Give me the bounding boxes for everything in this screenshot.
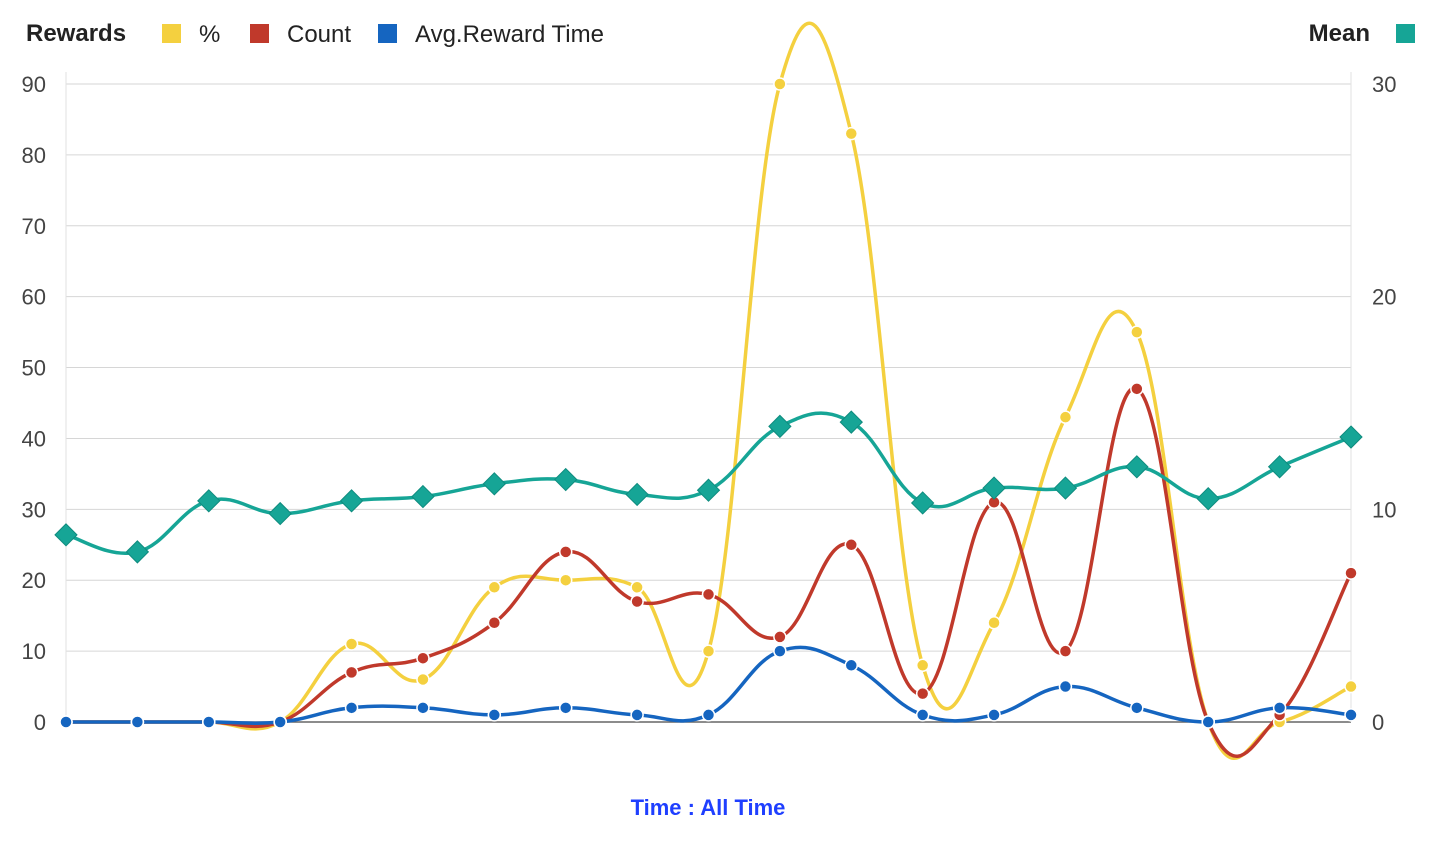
- data-point-avg-reward-time[interactable]: [915, 708, 930, 722]
- legend: Rewards % Count Avg.Reward Time Mean: [26, 20, 1415, 48]
- data-point-mean[interactable]: [268, 501, 292, 526]
- data-point-mean[interactable]: [1053, 476, 1078, 500]
- data-point-mean[interactable]: [554, 467, 578, 492]
- data-point-avg-reward-time[interactable]: [701, 708, 716, 722]
- data-point-count[interactable]: [558, 545, 573, 559]
- data-point-avg-reward-time[interactable]: [1344, 708, 1358, 722]
- data-point-percent[interactable]: [416, 672, 430, 687]
- legend-label-count[interactable]: Count: [287, 21, 351, 48]
- data-point-avg-reward-time[interactable]: [487, 708, 502, 722]
- data-point-percent[interactable]: [1058, 410, 1073, 424]
- legend-swatch-avg-reward-time[interactable]: [378, 24, 397, 43]
- data-point-mean[interactable]: [1125, 455, 1149, 479]
- data-point-mean[interactable]: [696, 478, 721, 502]
- data-point-mean[interactable]: [982, 476, 1006, 500]
- data-point-percent[interactable]: [1344, 679, 1358, 694]
- data-point-avg-reward-time[interactable]: [630, 708, 644, 722]
- legend-label-avg-reward-time[interactable]: Avg.Reward Time: [415, 21, 604, 48]
- left-tick-label: 70: [22, 214, 46, 239]
- data-point-count[interactable]: [344, 665, 359, 680]
- data-point-count[interactable]: [1344, 566, 1358, 580]
- left-tick-label: 90: [22, 72, 46, 97]
- right-tick-label: 30: [1372, 72, 1396, 97]
- data-point-avg-reward-time[interactable]: [273, 715, 287, 729]
- data-point-avg-reward-time[interactable]: [130, 715, 145, 729]
- data-point-count[interactable]: [701, 587, 716, 602]
- data-point-mean[interactable]: [197, 489, 221, 513]
- left-tick-label: 40: [22, 426, 46, 451]
- data-point-percent[interactable]: [1130, 325, 1144, 339]
- left-tick-label: 50: [22, 356, 46, 381]
- right-y-axis: 0 10 20 30: [1372, 72, 1396, 735]
- data-point-mean[interactable]: [54, 523, 78, 547]
- data-point-mean[interactable]: [1267, 455, 1292, 479]
- data-point-count[interactable]: [915, 686, 930, 701]
- series-markers: [54, 77, 1363, 729]
- data-point-mean[interactable]: [910, 491, 935, 515]
- data-point-avg-reward-time[interactable]: [844, 658, 859, 673]
- data-point-count[interactable]: [487, 616, 502, 630]
- data-point-avg-reward-time[interactable]: [1058, 679, 1073, 694]
- data-point-count[interactable]: [630, 594, 644, 609]
- data-point-avg-reward-time[interactable]: [1272, 701, 1287, 715]
- legend-title-rewards: Rewards: [26, 20, 126, 47]
- data-point-mean[interactable]: [768, 414, 792, 439]
- data-point-percent[interactable]: [773, 77, 787, 91]
- right-tick-label: 0: [1372, 710, 1384, 735]
- data-point-avg-reward-time[interactable]: [1130, 701, 1144, 715]
- data-point-mean[interactable]: [482, 472, 507, 496]
- data-point-avg-reward-time[interactable]: [416, 701, 430, 715]
- data-point-avg-reward-time[interactable]: [1201, 715, 1215, 729]
- data-point-mean[interactable]: [339, 489, 364, 513]
- legend-swatch-mean[interactable]: [1396, 24, 1415, 43]
- right-tick-label: 20: [1372, 285, 1396, 310]
- data-point-percent[interactable]: [558, 573, 573, 587]
- right-tick-label: 10: [1372, 497, 1396, 522]
- data-point-avg-reward-time[interactable]: [987, 708, 1001, 722]
- legend-label-percent[interactable]: %: [199, 21, 220, 48]
- data-point-avg-reward-time[interactable]: [344, 701, 359, 715]
- data-point-count[interactable]: [773, 630, 787, 644]
- data-point-percent[interactable]: [844, 126, 859, 141]
- data-point-mean[interactable]: [1339, 425, 1363, 449]
- data-point-count[interactable]: [416, 651, 430, 665]
- data-point-mean[interactable]: [125, 540, 150, 564]
- legend-swatch-percent[interactable]: [162, 24, 181, 43]
- data-point-percent[interactable]: [701, 644, 716, 658]
- data-point-count[interactable]: [1130, 382, 1144, 396]
- left-tick-label: 20: [22, 568, 46, 593]
- data-point-mean[interactable]: [1196, 486, 1220, 511]
- left-tick-label: 30: [22, 497, 46, 522]
- left-tick-label: 0: [34, 710, 46, 735]
- data-point-mean[interactable]: [839, 410, 863, 434]
- data-point-count[interactable]: [1058, 644, 1073, 658]
- data-point-percent[interactable]: [630, 580, 644, 595]
- legend-swatch-count[interactable]: [250, 24, 269, 43]
- data-point-count[interactable]: [844, 538, 859, 552]
- series-line-count: [66, 387, 1353, 759]
- data-point-percent[interactable]: [344, 637, 359, 651]
- data-point-mean[interactable]: [625, 482, 649, 507]
- grid: [65, 72, 1352, 723]
- left-tick-label: 10: [22, 639, 46, 664]
- data-point-percent[interactable]: [915, 658, 930, 673]
- left-tick-label: 60: [22, 285, 46, 310]
- left-tick-label: 80: [22, 143, 46, 168]
- left-y-axis: 0 10 20 30 40 50 60 70 80 90: [22, 72, 46, 735]
- data-point-avg-reward-time[interactable]: [773, 644, 787, 658]
- data-point-avg-reward-time[interactable]: [558, 701, 573, 715]
- legend-title-mean: Mean: [1309, 20, 1370, 47]
- data-point-mean[interactable]: [411, 484, 435, 509]
- data-point-avg-reward-time[interactable]: [59, 715, 73, 729]
- x-axis-label: Time : All Time: [631, 795, 786, 820]
- data-point-avg-reward-time[interactable]: [202, 715, 216, 729]
- data-point-percent[interactable]: [987, 616, 1001, 630]
- data-point-percent[interactable]: [487, 580, 502, 595]
